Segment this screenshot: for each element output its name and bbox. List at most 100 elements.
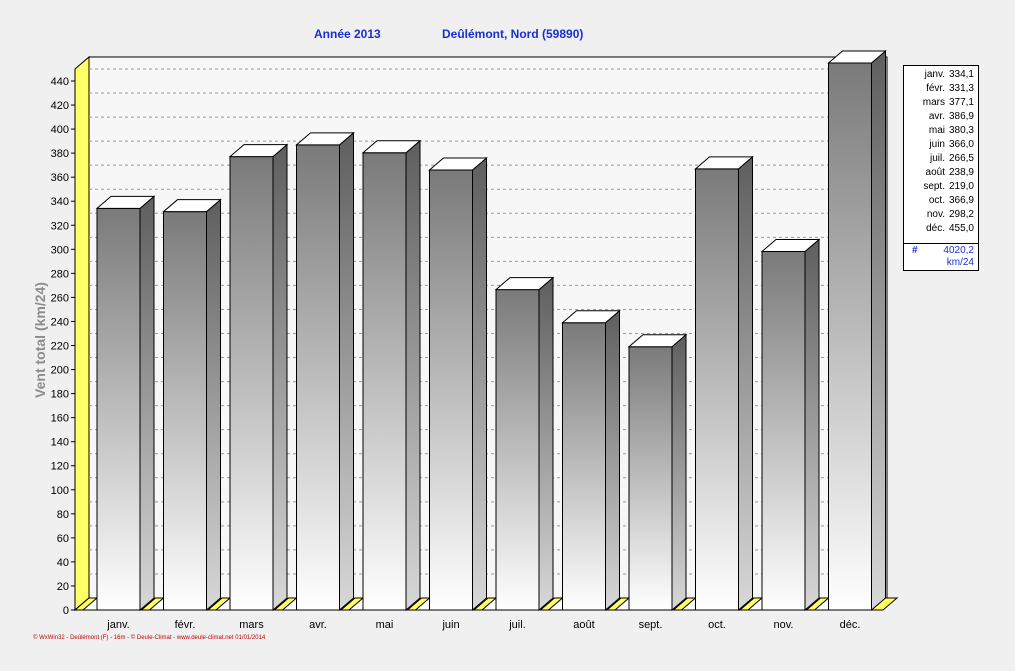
bar-top xyxy=(228,144,289,158)
legend-row: oct. 366,9 xyxy=(929,194,974,207)
bar-avr. xyxy=(295,131,355,612)
legend-value: 380,3 xyxy=(948,125,974,136)
legend-month: juin xyxy=(929,139,945,150)
legend-box: janv. 334,1 févr. 331,3 mars 377,1 avr. 386,9 ma… xyxy=(903,65,979,271)
bar-top xyxy=(760,238,821,252)
y-tick-label: 320 xyxy=(51,220,69,232)
legend-month: oct. xyxy=(928,195,945,206)
bar-févr. xyxy=(162,198,222,612)
y-tick-label: 260 xyxy=(51,292,69,304)
legend-row: mars 377,1 xyxy=(923,96,974,109)
bar-side xyxy=(472,156,487,612)
bar-side xyxy=(339,131,354,612)
y-axis-label: Vent total (km/24) xyxy=(32,282,48,398)
y-tick-label: 280 xyxy=(51,268,69,280)
y-tick-label: 120 xyxy=(51,461,69,473)
legend-month: mars xyxy=(922,97,945,108)
bar-top xyxy=(295,132,355,146)
bar-side xyxy=(605,309,620,612)
y-tick-label: 400 xyxy=(51,124,69,136)
legend-row: juil. 266,5 xyxy=(930,152,974,165)
legend-row: avr. 386,9 xyxy=(929,110,974,123)
y-tick-label: 140 xyxy=(51,437,69,449)
bar-front xyxy=(429,169,473,611)
y-tick-label: 440 xyxy=(51,76,69,88)
bar-mai xyxy=(361,139,422,612)
x-tick-label: sept. xyxy=(639,619,663,631)
bar-juil. xyxy=(494,276,555,612)
x-tick-label: avr. xyxy=(309,619,327,631)
legend-row: août 238,9 xyxy=(926,166,974,179)
x-tick-label: août xyxy=(573,619,594,631)
y-tick-label: 220 xyxy=(51,341,69,353)
bar-top xyxy=(361,140,422,154)
bar-front xyxy=(96,207,141,611)
y-tick-label: 40 xyxy=(57,557,69,569)
bar-front xyxy=(828,62,872,611)
legend-month: déc. xyxy=(926,223,945,234)
legend-month: juil. xyxy=(929,153,945,164)
bar-août xyxy=(561,309,621,612)
y-tick-label: 380 xyxy=(51,148,69,160)
y-tick-label: 60 xyxy=(57,533,69,545)
bar-side xyxy=(538,276,554,612)
legend-month: sept. xyxy=(923,181,945,192)
y-tick-label: 160 xyxy=(51,413,69,425)
y-tick-label: 420 xyxy=(51,100,69,112)
bar-mars xyxy=(228,143,289,612)
bar-side xyxy=(671,333,687,612)
legend-value: 238,9 xyxy=(948,167,974,178)
bar-front xyxy=(628,346,673,611)
legend-separator xyxy=(904,243,978,244)
legend-total-value: 4020,2 xyxy=(943,245,974,256)
legend-value: 334,1 xyxy=(948,69,974,80)
legend-value: 219,0 xyxy=(948,181,974,192)
x-tick-label: juin xyxy=(441,619,459,631)
legend-row: févr. 331,3 xyxy=(926,82,974,95)
legend-value: 298,2 xyxy=(948,209,974,220)
bar-front xyxy=(761,250,806,611)
bar-nov. xyxy=(760,238,821,612)
bar-top xyxy=(694,156,754,170)
legend-value: 366,0 xyxy=(948,139,974,150)
legend-value: 386,9 xyxy=(948,111,974,122)
title-station: Deûlémont, Nord (59890) xyxy=(442,27,584,41)
legend-row: mai 380,3 xyxy=(929,124,974,137)
y-tick-label: 340 xyxy=(51,196,69,208)
bar-side xyxy=(139,195,155,612)
legend-month: mai xyxy=(928,125,945,136)
y-tick-label: 20 xyxy=(57,581,69,593)
legend-row: janv. 334,1 xyxy=(925,68,974,81)
x-tick-label: oct. xyxy=(708,619,726,631)
bar-side xyxy=(272,143,288,612)
legend-value: 366,9 xyxy=(948,195,974,206)
bar-janv. xyxy=(95,195,156,612)
bar-front xyxy=(163,211,207,611)
legend-row: déc. 455,0 xyxy=(926,222,974,235)
legend-month: janv. xyxy=(924,69,945,80)
legend-total-unit: km/24 xyxy=(946,257,974,268)
legend-row: sept. 219,0 xyxy=(923,180,974,193)
bar-oct. xyxy=(694,155,754,612)
bar-top xyxy=(428,157,488,171)
legend-value: 377,1 xyxy=(948,97,974,108)
y-tick-label: 360 xyxy=(51,172,69,184)
y-tick-label: 180 xyxy=(51,389,69,401)
y-tick-label: 80 xyxy=(57,509,69,521)
bar-top xyxy=(95,195,156,209)
legend-value: 266,5 xyxy=(948,153,974,164)
bar-top xyxy=(627,334,688,348)
title-year: Année 2013 xyxy=(314,27,381,41)
bar-side xyxy=(206,198,221,612)
left-wall xyxy=(74,55,90,612)
legend-row: juin 366,0 xyxy=(929,138,974,151)
x-tick-label: janv. xyxy=(106,619,129,631)
y-tick-label: 300 xyxy=(51,244,69,256)
y-tick-label: 100 xyxy=(51,485,69,497)
bar-side xyxy=(804,238,820,612)
x-tick-label: mai xyxy=(376,619,394,631)
y-axis-ticks: 0 20 40 60 80 100 120 140 160 180 200 220 240 260 280 3… xyxy=(51,76,75,617)
y-tick-label: 240 xyxy=(51,316,69,328)
x-axis-labels: janv. févr. mars avr. mai juin juil. août sept. o… xyxy=(106,619,860,631)
